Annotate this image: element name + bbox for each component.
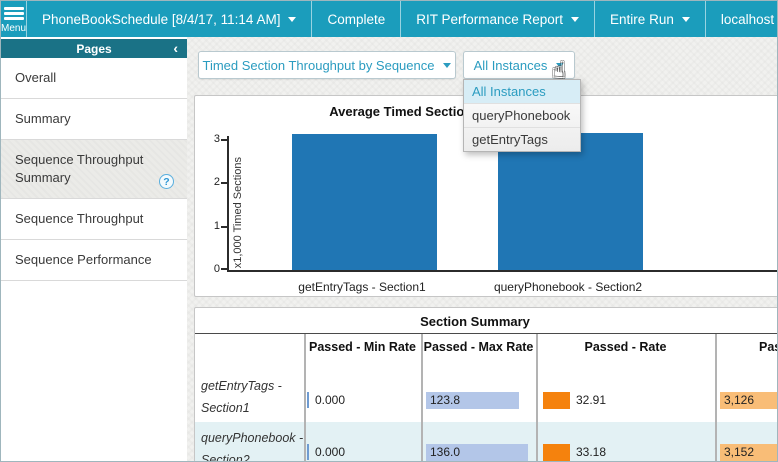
y-axis-label: x1,000 Timed Sections <box>232 156 244 268</box>
mouse-cursor-hand-icon: ☝ <box>552 58 567 84</box>
bar-chart-plot: x1,000 Timed Sections 0 1 2 3 <box>214 133 777 275</box>
y-tick-mark <box>221 139 227 141</box>
sidebar-item-summary[interactable]: Summary <box>1 99 187 140</box>
menu-button[interactable]: Menu <box>1 1 26 37</box>
hamburger-icon <box>3 5 24 22</box>
host-selector-label: localhost <box>720 11 775 27</box>
schedule-selector-label: PhoneBookSchedule [8/4/17, 11:14 AM] <box>42 11 281 27</box>
cell-passed-rate: 32.91 <box>543 391 606 409</box>
sidebar-item-overall[interactable]: Overall <box>1 58 187 99</box>
sidebar-item-sequence-throughput[interactable]: Sequence Throughput <box>1 199 187 240</box>
menu-item-all-instances[interactable]: All Instances <box>464 80 580 104</box>
sidebar-item-sequence-throughput-summary[interactable]: Sequence Throughput Summary ? <box>1 140 187 199</box>
schedule-selector[interactable]: PhoneBookSchedule [8/4/17, 11:14 AM] <box>26 1 311 37</box>
y-tick-mark <box>221 226 227 228</box>
sidebar-nav: Overall Summary Sequence Throughput Summ… <box>1 58 187 281</box>
y-tick: 2 <box>213 176 220 188</box>
y-tick-mark <box>221 182 227 184</box>
chevron-down-icon <box>556 62 565 68</box>
cell-passed-count: 3,152 <box>720 443 777 461</box>
section-summary-panel: Section Summary getEntryTags - Section1 … <box>194 307 777 462</box>
topbar: Menu PhoneBookSchedule [8/4/17, 11:14 AM… <box>1 1 777 37</box>
sidebar-header: Pages ‹ <box>1 39 187 58</box>
sidebar-item-sequence-performance[interactable]: Sequence Performance <box>1 240 187 281</box>
x-axis-label: queryPhonebook - Section2 <box>493 280 643 294</box>
table-title: Section Summary <box>420 314 530 329</box>
column-divider <box>536 334 538 461</box>
column-header-passed-rate: Passed - Rate <box>584 340 667 354</box>
table-row: queryPhonebook - Section2 0.000 136.0 33… <box>195 422 777 462</box>
passed-count-bar: 3,126 <box>720 391 777 409</box>
cell-passed-max-rate: 123.8 <box>426 391 519 409</box>
rate-bar <box>543 443 570 461</box>
cell-passed-rate: 33.18 <box>543 443 606 461</box>
min-rate-bar <box>307 444 309 460</box>
status-label: Complete <box>327 11 386 27</box>
y-tick: 3 <box>213 133 220 145</box>
column-divider <box>304 334 306 461</box>
table-title-divider <box>195 333 777 334</box>
cell-passed-min-rate: 0.000 <box>307 391 345 409</box>
cell-passed-max-rate: 136.0 <box>426 443 528 461</box>
report-selector[interactable]: RIT Performance Report <box>400 1 594 37</box>
status-badge: Complete <box>311 1 400 37</box>
table-row: getEntryTags - Section1 0.000 123.8 32.9… <box>195 370 777 422</box>
menu-label: Menu <box>1 22 27 34</box>
bar-getentrytags-section1[interactable] <box>292 134 437 270</box>
passed-count-bar: 3,152 <box>720 443 777 461</box>
column-header-passed-truncated: Pas <box>759 340 777 354</box>
row-label: queryPhonebook - Section2 <box>201 431 304 462</box>
column-header-passed-min-rate: Passed - Min Rate <box>309 340 416 354</box>
view-dropdown[interactable]: Timed Section Throughput by Sequence <box>198 51 456 79</box>
row-label: getEntryTags - Section1 <box>201 379 282 415</box>
host-selector[interactable]: localhost <box>704 1 777 37</box>
help-icon[interactable]: ? <box>159 174 174 189</box>
view-dropdown-label: Timed Section Throughput by Sequence <box>202 57 435 73</box>
x-axis-label: getEntryTags - Section1 <box>298 280 426 294</box>
rate-bar <box>543 391 570 409</box>
instance-dropdown-menu: All Instances queryPhonebook getEntryTag… <box>463 79 581 152</box>
menu-item-getentrytags[interactable]: getEntryTags <box>472 132 548 147</box>
chart-title: Average Timed Section Throughput <box>329 104 549 119</box>
max-rate-bar: 123.8 <box>426 391 519 409</box>
chevron-down-icon <box>681 16 690 22</box>
chevron-down-icon <box>571 16 580 22</box>
column-header-passed-max-rate: Passed - Max Rate <box>423 340 534 354</box>
y-tick-mark <box>221 268 227 270</box>
instance-dropdown-label: All Instances <box>473 57 548 73</box>
y-tick: 1 <box>213 220 220 232</box>
sidebar-header-label: Pages <box>76 41 112 56</box>
bar-queryphonebook-section2[interactable] <box>498 133 643 270</box>
chevron-down-icon <box>288 16 297 22</box>
report-selector-label: RIT Performance Report <box>416 11 564 27</box>
column-divider <box>715 334 717 461</box>
collapse-sidebar-icon[interactable]: ‹ <box>173 40 178 56</box>
sidebar: Pages ‹ Overall Summary Sequence Through… <box>1 37 187 461</box>
run-selector-label: Entire Run <box>610 11 674 27</box>
main-content: Timed Section Throughput by Sequence All… <box>187 37 777 461</box>
column-divider <box>421 334 423 461</box>
chevron-down-icon <box>443 62 452 68</box>
menu-item-queryphonebook[interactable]: queryPhonebook <box>464 104 580 128</box>
instance-dropdown[interactable]: All Instances <box>463 51 575 79</box>
run-selector[interactable]: Entire Run <box>594 1 705 37</box>
min-rate-bar <box>307 392 309 408</box>
max-rate-bar: 136.0 <box>426 443 528 461</box>
cell-passed-min-rate: 0.000 <box>307 443 345 461</box>
y-tick: 0 <box>213 263 220 275</box>
cell-passed-count: 3,126 <box>720 391 777 409</box>
